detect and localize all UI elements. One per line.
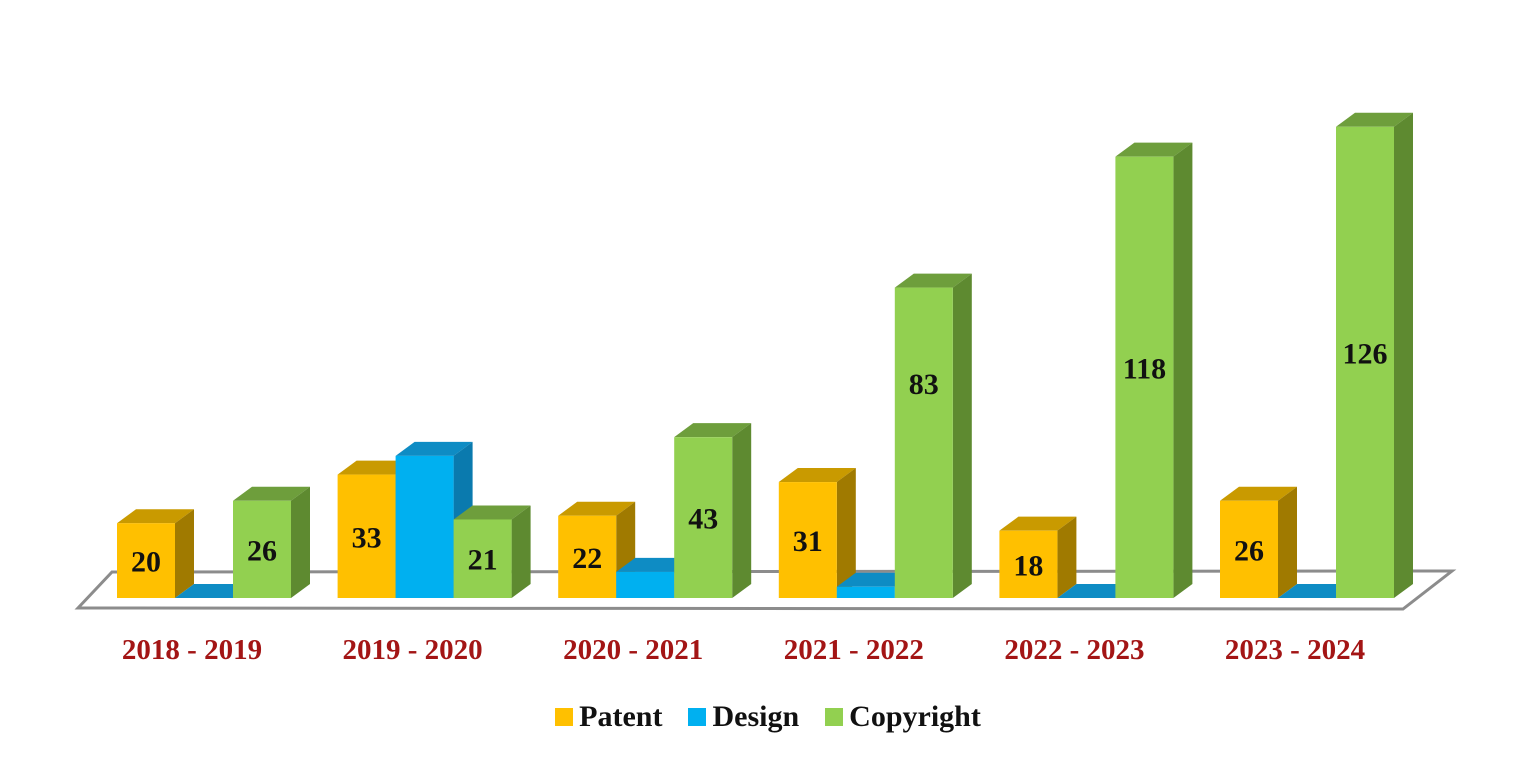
legend-swatch-design <box>688 708 707 726</box>
value-label: 18 <box>1013 549 1043 582</box>
bar-copyright: 21 <box>453 505 531 598</box>
value-label: 118 <box>1123 352 1166 385</box>
bar-patent: 18 <box>999 516 1077 598</box>
bar-design <box>395 441 473 598</box>
bar-group: 18 118 <box>999 142 1193 598</box>
bar-design <box>616 557 694 598</box>
value-label: 83 <box>909 368 939 401</box>
legend-item-patent: Patent <box>555 700 662 734</box>
bar-group: 31 83 <box>778 273 972 598</box>
value-label: 26 <box>247 534 277 567</box>
legend-swatch-patent <box>555 708 574 726</box>
value-label: 126 <box>1343 337 1388 370</box>
value-label: 31 <box>793 525 823 558</box>
bar-design <box>175 584 252 598</box>
category-label: 2023 - 2024 <box>1225 634 1365 666</box>
bar-copyright: 118 <box>1115 142 1193 598</box>
category-labels: 2018 - 2019 2019 - 2020 2020 - 2021 2021 - … <box>122 634 1365 666</box>
bar-patent: 31 <box>778 468 856 598</box>
bar-copyright: 83 <box>894 273 972 598</box>
bar-group: 22 43 <box>558 423 752 598</box>
legend-label-copyright: Copyright <box>849 700 981 733</box>
bar-group: 26 126 <box>1220 112 1413 598</box>
category-label: 2022 - 2023 <box>1004 634 1144 666</box>
bar-design <box>1278 584 1355 598</box>
bar-copyright: 26 <box>233 486 310 598</box>
category-label: 2020 - 2021 <box>563 634 703 666</box>
bar-patent: 20 <box>117 509 194 598</box>
bar-design <box>1057 584 1135 598</box>
legend-label-patent: Patent <box>579 700 663 733</box>
value-label: 20 <box>131 546 161 579</box>
value-label: 26 <box>1234 534 1264 567</box>
bar-copyright: 126 <box>1336 112 1413 598</box>
value-label: 43 <box>688 503 718 536</box>
category-label: 2018 - 2019 <box>122 634 262 666</box>
value-label: 33 <box>352 521 382 554</box>
legend-swatch-copyright <box>825 708 844 726</box>
legend-label-design: Design <box>712 700 800 733</box>
bar-group: 33 21 <box>337 441 531 598</box>
category-label: 2021 - 2022 <box>784 634 924 666</box>
bar-group: 20 26 <box>117 486 310 598</box>
bar-patent: 26 <box>1220 486 1297 598</box>
legend-item-copyright: Copyright <box>825 700 981 734</box>
legend: Patent Design Copyright <box>0 700 1536 734</box>
bar-patent: 22 <box>558 501 636 598</box>
category-label: 2019 - 2020 <box>343 634 483 666</box>
bar-copyright: 43 <box>674 423 752 598</box>
value-label: 21 <box>468 544 498 577</box>
legend-item-design: Design <box>688 700 799 734</box>
value-label: 22 <box>572 542 602 575</box>
